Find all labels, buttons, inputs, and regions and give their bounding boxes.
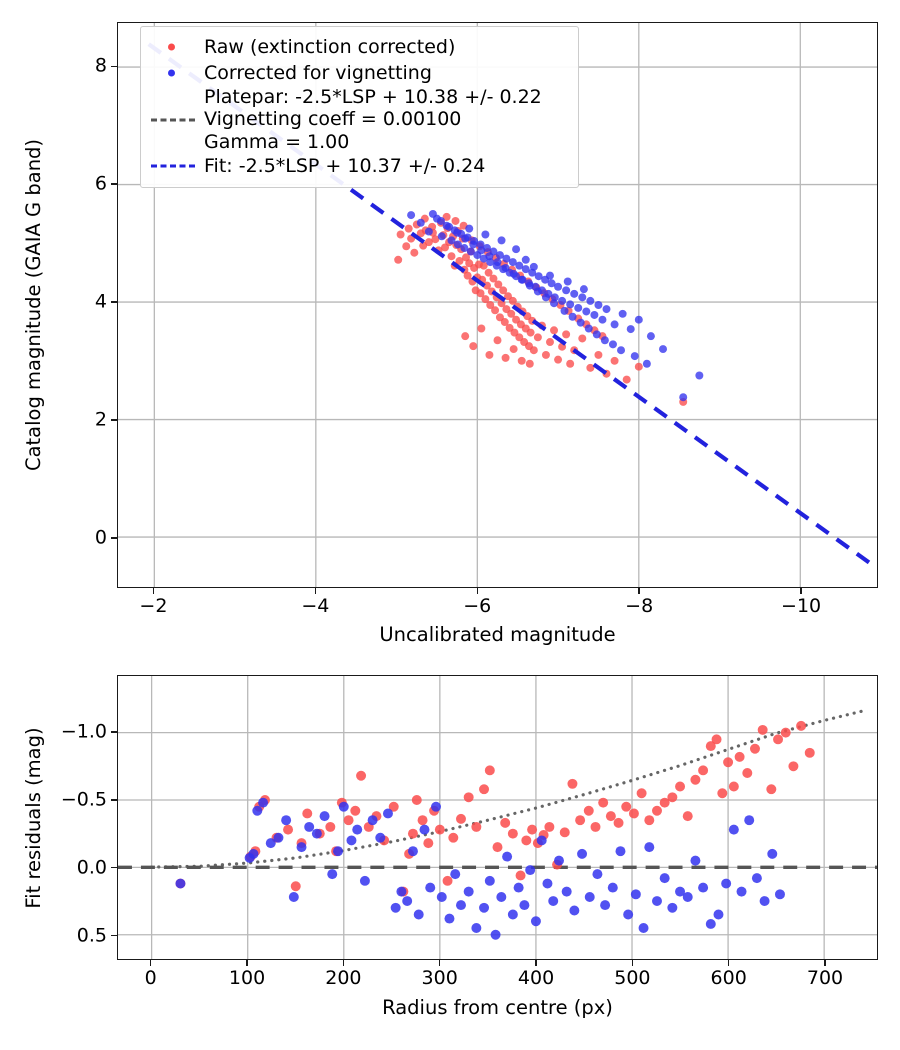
top-x-tickmark-0 <box>152 588 155 594</box>
top-x-tickmark-3 <box>638 588 640 594</box>
legend-marker-corrected-dot <box>150 62 196 84</box>
top-y-tickmark-2 <box>111 301 117 303</box>
fit-residuals-plot <box>117 675 878 960</box>
top-y-tick-2: 4 <box>94 290 107 313</box>
top-y-tick-0: 0 <box>94 526 107 549</box>
legend-label-platepar-line1: Platepar: -2.5*LSP + 10.38 +/- 0.22 <box>204 86 542 108</box>
top-x-tickmark-1 <box>314 588 317 594</box>
bottom-y-tick-1: 0.0 <box>76 856 107 879</box>
bottom-x-tickmark-7 <box>824 960 826 966</box>
legend-marker-platepar-dashed-line <box>150 109 196 131</box>
bottom-x-tick-0: 0 <box>144 967 157 989</box>
bottom-y-tickmark-3 <box>111 731 117 733</box>
bottom-x-tick-6: 600 <box>710 967 747 989</box>
top-y-axis-title: Catalog magnitude (GAIA G band) <box>22 138 45 472</box>
bottom-x-tick-3: 300 <box>421 967 458 989</box>
bottom-x-tick-4: 400 <box>517 967 555 989</box>
legend-marker-raw-dot <box>150 36 196 58</box>
legend: Raw (extinction corrected) Corrected for… <box>140 26 579 189</box>
bottom-y-axis-title: Fit residuals (mag) <box>22 726 45 909</box>
bottom-x-axis-title: Radius from centre (px) <box>382 996 613 1019</box>
legend-entry-platepar: Platepar: -2.5*LSP + 10.38 +/- 0.22 Vign… <box>150 86 569 153</box>
top-y-tick-4: 8 <box>94 54 107 77</box>
top-y-tickmark-4 <box>111 65 117 67</box>
top-y-tickmark-3 <box>111 183 117 185</box>
legend-label-platepar-line2: Vignetting coeff = 0.00100 <box>204 108 462 131</box>
top-y-tick-1: 2 <box>94 408 107 431</box>
top-y-tickmark-0 <box>111 537 117 539</box>
top-x-tick-2: −6 <box>463 595 492 617</box>
top-x-tick-4: −10 <box>781 595 822 617</box>
top-x-tick-1: −4 <box>301 595 330 617</box>
legend-label-raw: Raw (extinction corrected) <box>204 35 456 58</box>
top-x-tickmark-2 <box>476 588 478 594</box>
bottom-y-tick-2: −0.5 <box>60 788 107 811</box>
top-x-tick-0: −2 <box>139 595 168 617</box>
bottom-x-tickmark-3 <box>439 960 441 966</box>
bottom-y-tickmark-2 <box>111 799 117 801</box>
legend-entry-raw: Raw (extinction corrected) <box>150 34 569 60</box>
top-y-tick-3: 6 <box>94 172 107 195</box>
legend-entry-fit: Fit: -2.5*LSP + 10.37 +/- 0.24 <box>150 153 569 179</box>
bottom-x-tickmark-4 <box>535 960 537 966</box>
fit-residuals-canvas <box>118 676 877 959</box>
top-x-tickmark-4 <box>800 588 802 594</box>
top-x-axis-title: Uncalibrated magnitude <box>379 623 616 646</box>
legend-label-corrected: Corrected for vignetting <box>204 61 432 84</box>
bottom-x-tick-5: 500 <box>614 967 651 989</box>
bottom-x-tickmark-1 <box>246 960 248 966</box>
bottom-x-tickmark-5 <box>631 960 634 966</box>
legend-label-fit: Fit: -2.5*LSP + 10.37 +/- 0.24 <box>204 154 486 177</box>
bottom-y-tickmark-1 <box>111 867 117 869</box>
legend-entry-corrected: Corrected for vignetting <box>150 60 569 86</box>
bottom-x-tick-1: 100 <box>228 967 266 989</box>
bottom-y-tick-3: −1.0 <box>60 720 107 743</box>
bottom-y-tick-0: 0.5 <box>76 924 107 947</box>
legend-marker-fit-dashed-line <box>150 155 196 177</box>
bottom-y-tickmark-0 <box>111 934 117 937</box>
bottom-x-tickmark-2 <box>342 960 345 966</box>
legend-label-platepar-line3: Gamma = 1.00 <box>204 130 350 153</box>
bottom-x-tickmark-6 <box>727 960 730 966</box>
bottom-x-tick-7: 700 <box>806 967 844 989</box>
top-y-tickmark-1 <box>111 419 117 421</box>
bottom-x-tickmark-0 <box>150 960 152 966</box>
bottom-x-tick-2: 200 <box>325 967 362 989</box>
top-x-tick-3: −8 <box>625 595 654 617</box>
